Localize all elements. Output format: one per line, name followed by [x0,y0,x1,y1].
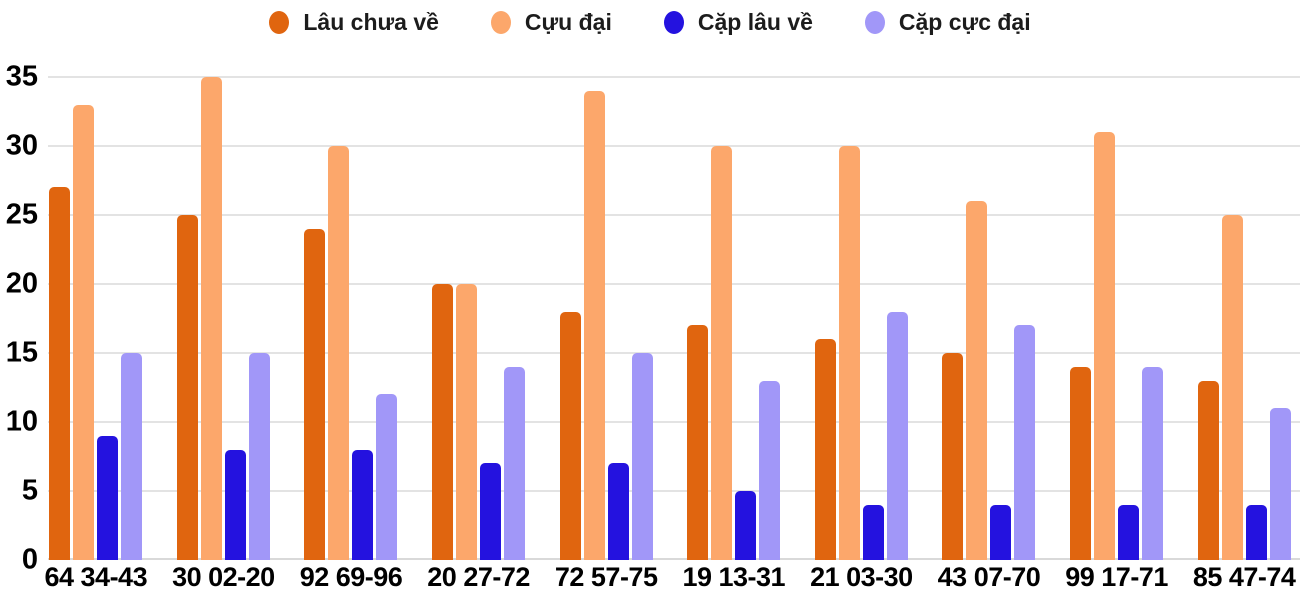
gridline [48,283,1300,285]
bar [1070,366,1092,560]
bar [1014,325,1036,560]
bar [687,325,709,560]
legend-label: Cựu đại [524,9,612,35]
bar [607,463,629,560]
bar [97,435,119,560]
y-axis: 0 5 10 15 20 25 30 35 [0,62,40,574]
bar [1221,215,1243,560]
bar [73,104,95,560]
legend-item: Cặp lâu về [663,9,813,36]
y-tick-label: 15 [5,336,38,369]
legend-item: Lâu chưa về [269,9,439,36]
bar [942,353,964,560]
bar-group [798,77,926,560]
bar [121,353,143,560]
x-category-label: 72 57-75 [554,562,658,592]
y-tick-label: 10 [5,405,38,438]
bar [456,284,478,560]
bar [304,228,326,560]
bar-group [415,77,543,560]
legend-item: Cặp cực đại [864,9,1031,36]
bar [248,353,270,560]
x-category-label: 43 07-70 [937,562,1041,592]
bar-group [670,77,798,560]
bar [886,311,908,560]
x-category-label: 21 03-30 [810,562,913,592]
x-axis: 64 34-43 30 02-20 92 69-96 20 27-72 72 57-75… [32,562,1300,593]
legend-item: Cựu đại [490,9,612,36]
legend-label: Cặp cực đại [898,9,1031,35]
bar [711,146,733,560]
bar [504,366,526,560]
bar [1269,408,1291,560]
x-category-label: 85 47-74 [1192,562,1296,592]
bar [49,187,71,560]
bar-groups [32,77,1300,560]
bar [328,146,350,560]
bar [1094,132,1116,560]
y-tick-label: 5 [21,474,38,507]
y-tick-label: 20 [5,267,38,300]
x-category-label: 30 02-20 [172,562,275,592]
bar-group [160,77,288,560]
y-tick-label: 35 [5,60,38,93]
gridline [48,490,1300,492]
bar [480,463,502,560]
bar [376,394,398,560]
bar [735,491,757,560]
bar [1197,380,1219,560]
bar [759,380,781,560]
bar [559,311,581,560]
gridline [48,558,1300,560]
bar [432,284,454,560]
x-category-label: 99 17-71 [1065,562,1168,592]
legend-marker-icon [663,11,684,34]
bar-group [1180,77,1300,560]
bar-group [32,77,160,560]
x-category-label: 92 69-96 [299,562,403,592]
gridline [48,76,1300,78]
y-tick-label: 0 [21,543,38,576]
bar [352,449,374,560]
y-tick-label: 30 [5,129,38,162]
legend-label: Cặp lâu về [697,9,813,35]
gridline [48,421,1300,423]
bar [583,90,605,560]
bar [966,201,988,560]
bar-group [287,77,415,560]
legend-marker-icon [490,11,511,34]
legend-marker-icon [269,11,290,34]
bar [838,146,860,560]
plot-area [48,76,1300,560]
bar [1245,504,1267,560]
bar [200,77,222,560]
x-category-label: 20 27-72 [427,562,530,592]
bar [224,449,246,560]
legend-marker-icon [864,11,885,34]
x-category-label: 19 13-31 [682,562,786,592]
bar [1142,366,1164,560]
x-category-label: 64 34-43 [44,562,148,592]
gridline [48,145,1300,147]
bar [814,339,836,560]
bar [631,353,653,560]
bar-group [1053,77,1181,560]
bar-group [542,77,670,560]
legend-label: Lâu chưa về [303,9,439,35]
gridline [48,352,1300,354]
bar [176,215,198,560]
bar [862,504,884,560]
y-tick-label: 25 [5,198,38,231]
bar [990,504,1012,560]
gridline [48,214,1300,216]
bar-group [925,77,1053,560]
chart-legend: Lâu chưa về Cựu đại Cặp lâu về Cặp cực đại [0,9,1300,36]
bar [1118,504,1140,560]
